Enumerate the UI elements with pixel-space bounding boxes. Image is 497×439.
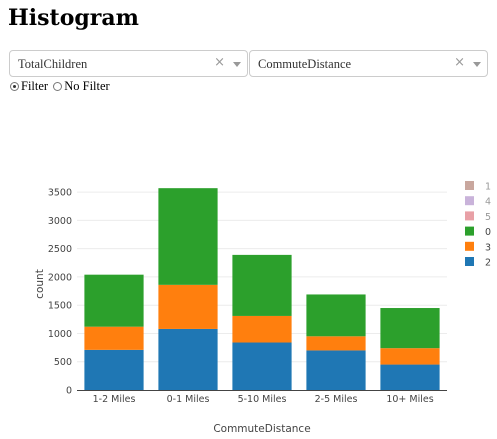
legend-label[interactable]: 1 [485,182,491,193]
bar-segment[interactable] [232,342,292,390]
y-tick-label: 3500 [48,188,72,199]
bar-segment[interactable] [84,349,144,390]
legend-swatch[interactable] [465,196,474,206]
legend-label[interactable]: 2 [485,258,491,269]
bar-segment[interactable] [380,308,440,349]
legend-swatch[interactable] [465,181,474,190]
bar-segment[interactable] [232,315,292,343]
clear-icon[interactable]: × [454,55,465,70]
y-tick-label: 3000 [48,216,72,227]
y-tick-label: 2000 [48,272,72,283]
legend-swatch[interactable] [465,211,474,221]
legend-swatch[interactable] [465,226,474,236]
filter-radio-group: Filter No Filter [10,79,112,94]
y-axis-title: count [34,269,46,299]
y-tick-label: 2500 [48,244,72,255]
radio-filter[interactable]: Filter [10,79,48,94]
legend-swatch[interactable] [465,257,474,266]
radio-button-no-filter[interactable] [53,82,63,91]
bar-segment[interactable] [380,364,440,390]
page-title: Histogram [8,5,139,31]
bar-segment[interactable] [306,336,366,351]
color-variable-dropdown[interactable]: CommuteDistance × [249,50,488,77]
bar-segment[interactable] [306,350,366,390]
bar-segment[interactable] [158,328,218,390]
bar-segment[interactable] [158,188,218,285]
x-variable-dropdown[interactable]: TotalChildren × [9,50,248,77]
x-tick-label: 0-1 Miles [167,394,210,405]
radio-no-filter-label: No Filter [64,79,110,93]
clear-icon[interactable]: × [214,55,225,70]
bar-segment[interactable] [84,326,144,350]
bar-segment[interactable] [306,294,366,337]
chevron-down-icon[interactable] [233,62,241,67]
legend-label[interactable]: 5 [485,212,491,223]
legend-label[interactable]: 4 [485,197,491,208]
x-tick-label: 1-2 Miles [93,394,136,405]
legend-swatch[interactable] [465,241,474,251]
y-tick-label: 1500 [48,301,72,312]
x-tick-label: 10+ Miles [386,394,433,405]
legend-label[interactable]: 3 [485,242,491,253]
radio-no-filter[interactable]: No Filter [53,79,110,94]
y-tick-label: 500 [54,357,72,368]
bar-segment[interactable] [84,274,144,327]
bar-segment[interactable] [158,284,218,329]
color-variable-value: CommuteDistance [258,57,352,71]
x-variable-value: TotalChildren [18,57,88,71]
y-tick-label: 0 [66,386,72,397]
radio-button-filter[interactable] [10,82,19,91]
x-axis-title: CommuteDistance [213,423,310,435]
x-tick-label: 2-5 Miles [315,394,358,405]
bar-segment[interactable] [232,254,292,316]
chevron-down-icon[interactable] [473,62,481,67]
y-tick-label: 1000 [48,329,72,340]
bar-segment[interactable] [380,348,440,365]
x-tick-label: 5-10 Miles [238,394,287,405]
legend-label[interactable]: 0 [485,227,491,238]
radio-filter-label: Filter [21,79,49,93]
